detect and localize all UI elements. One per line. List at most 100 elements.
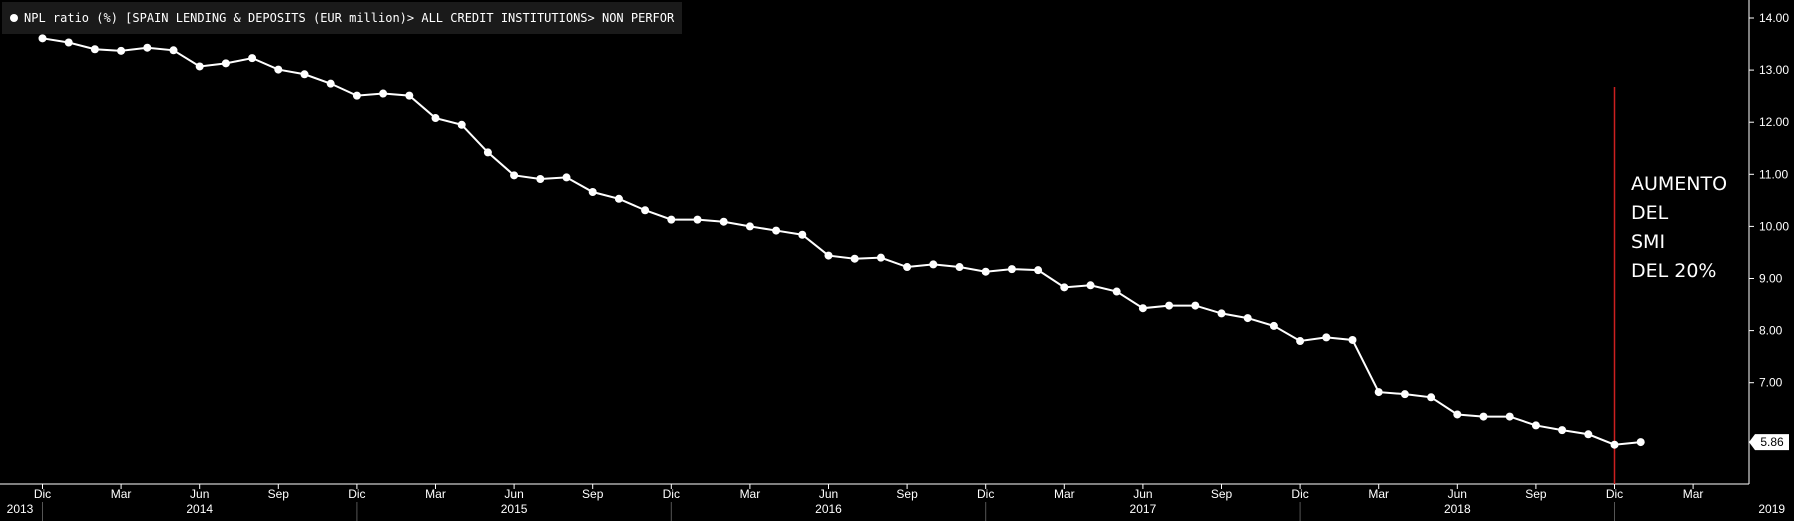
x-tick-label: Mar <box>1683 487 1704 501</box>
y-tick-label: 7.00 <box>1759 376 1783 390</box>
tick-labels: 14.00 13.00 12.00 11.00 10.00 9.00 8.00 7.00 Dic… <box>7 11 1790 516</box>
x-tick-label: Sep <box>268 487 290 501</box>
y-tick-label: 8.00 <box>1759 324 1783 338</box>
x-year-label: 2016 <box>815 502 842 516</box>
data-point <box>1191 301 1200 310</box>
data-point <box>1086 281 1095 290</box>
x-tick-label: Jun <box>819 487 838 501</box>
x-tick-label: Mar <box>425 487 446 501</box>
data-point <box>1427 393 1436 402</box>
x-tick-label: Dic <box>34 487 51 501</box>
x-tick-label: Sep <box>582 487 604 501</box>
y-tick-label: 14.00 <box>1759 11 1789 25</box>
data-point <box>379 89 388 98</box>
data-point <box>483 148 492 157</box>
data-point <box>903 263 912 272</box>
data-point <box>221 59 230 68</box>
x-tick-label: Dic <box>1606 487 1623 501</box>
data-point <box>1453 410 1462 419</box>
data-point <box>64 38 73 47</box>
x-tick-label: Jun <box>504 487 523 501</box>
data-point <box>981 267 990 276</box>
data-point <box>1400 390 1409 399</box>
data-point <box>1060 283 1069 292</box>
data-point <box>274 65 283 74</box>
data-point <box>536 174 545 183</box>
x-tick-label: Jun <box>1448 487 1467 501</box>
data-point <box>719 217 728 226</box>
data-point <box>614 194 623 203</box>
x-tick-label: Dic <box>977 487 994 501</box>
y-tick-label: 12.00 <box>1759 115 1789 129</box>
data-point <box>1296 337 1305 346</box>
x-tick-label: Dic <box>348 487 365 501</box>
data-point <box>1034 266 1043 275</box>
chart-axes <box>0 0 1754 521</box>
data-point <box>641 206 650 215</box>
data-point <box>195 62 204 71</box>
data-point <box>929 260 938 269</box>
data-point <box>693 215 702 224</box>
x-year-label: 2013 <box>7 502 34 516</box>
event-annotation: AUMENTO DEL SMI DEL 20% <box>1631 173 1728 282</box>
data-point <box>143 43 152 52</box>
data-point <box>510 171 519 180</box>
y-tick-label: 11.00 <box>1759 167 1788 181</box>
x-tick-label: Dic <box>1291 487 1308 501</box>
data-point <box>1505 412 1514 421</box>
x-year-label: 2017 <box>1130 502 1157 516</box>
x-tick-label: Sep <box>1211 487 1233 501</box>
data-point <box>850 254 859 263</box>
last-value-tag <box>1749 434 1789 451</box>
data-point <box>562 173 571 182</box>
data-point <box>588 188 597 197</box>
data-point <box>352 91 361 100</box>
legend[interactable]: NPL ratio (%) [SPAIN LENDING & DEPOSITS … <box>2 2 683 34</box>
data-point <box>1112 287 1121 296</box>
data-point <box>1007 265 1016 274</box>
y-tick-label: 9.00 <box>1759 272 1783 286</box>
data-point <box>1322 333 1331 342</box>
data-point <box>1374 388 1383 397</box>
x-tick-label: Mar <box>1368 487 1389 501</box>
y-tick-label: 13.00 <box>1759 63 1789 77</box>
data-point <box>1217 309 1226 318</box>
x-tick-label: Jun <box>190 487 209 501</box>
x-year-label: 2019 <box>1758 502 1785 516</box>
data-point <box>1636 438 1645 447</box>
data-point <box>798 230 807 239</box>
series-line <box>42 37 1641 446</box>
series-npl-ratio <box>38 34 1645 449</box>
data-point <box>667 215 676 224</box>
x-year-label: 2014 <box>186 502 213 516</box>
x-tick-label: Dic <box>663 487 680 501</box>
x-tick-label: Sep <box>896 487 918 501</box>
data-point <box>1243 314 1252 323</box>
x-year-label: 2015 <box>501 502 528 516</box>
legend-label: NPL ratio (%) [SPAIN LENDING & DEPOSITS … <box>24 11 675 25</box>
y-tick-label: 10.00 <box>1759 219 1789 233</box>
data-point <box>300 70 309 79</box>
last-value-label: 5.86 <box>1760 435 1784 449</box>
data-point <box>90 45 99 54</box>
data-point <box>876 253 885 262</box>
data-point <box>1269 321 1278 330</box>
data-point <box>824 251 833 260</box>
data-point <box>405 91 414 100</box>
data-point <box>1531 421 1540 430</box>
data-point <box>38 34 47 43</box>
data-point <box>772 226 781 235</box>
data-point <box>1584 430 1593 439</box>
data-point <box>1165 301 1174 310</box>
x-year-label: 2018 <box>1444 502 1471 516</box>
data-point <box>431 114 440 123</box>
data-point <box>1348 335 1357 344</box>
x-tick-label: Mar <box>111 487 132 501</box>
data-point <box>1138 304 1147 313</box>
data-point <box>745 222 754 231</box>
data-point <box>248 54 257 63</box>
data-point <box>1558 426 1567 435</box>
x-tick-label: Jun <box>1133 487 1152 501</box>
x-tick-label: Mar <box>1054 487 1075 501</box>
data-point <box>326 79 335 88</box>
